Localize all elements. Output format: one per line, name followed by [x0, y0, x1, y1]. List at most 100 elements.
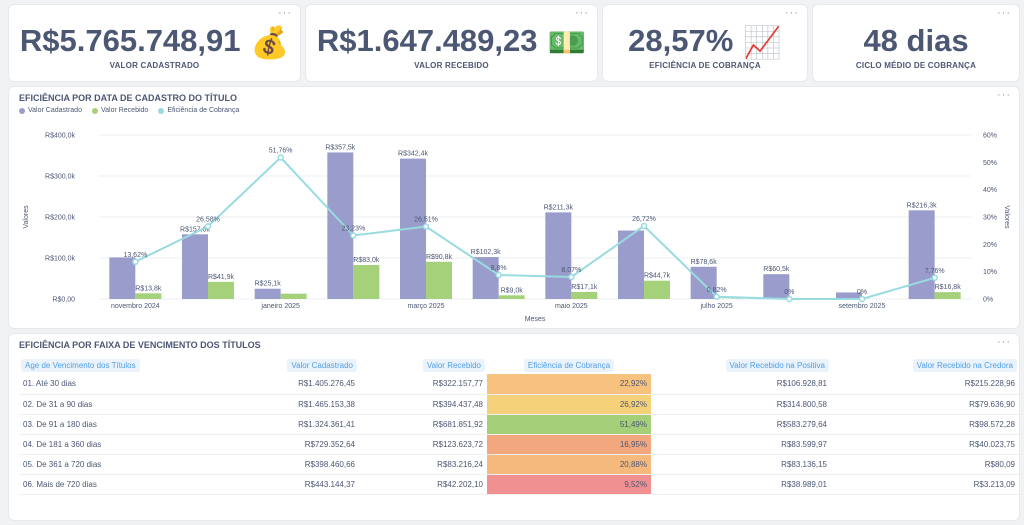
table-cell: R$40.023,75 — [831, 434, 1019, 455]
table-cell: R$314.800,58 — [651, 394, 831, 415]
table-cell: 04. De 181 a 360 dias — [19, 434, 199, 455]
line-data-label: 8,8% — [491, 265, 507, 272]
table-row[interactable]: 06. Mais de 720 dias R$443.144,37 R$42.202… — [19, 474, 1019, 495]
y-tick-label: R$100,0k — [45, 256, 75, 263]
bar-valor-cadastrado — [545, 212, 572, 299]
efficiency-cell: 26,92% — [487, 394, 651, 415]
efficiency-point — [786, 295, 793, 303]
bar-valor-recebido — [135, 293, 162, 299]
bar-valor-cadastrado — [254, 288, 281, 299]
y2-tick-label: 20% — [983, 242, 997, 249]
table-header-row: Age de Vencimento dos Títulos Valor Cada… — [19, 356, 1019, 374]
table-row[interactable]: 05. De 361 a 720 dias R$398.460,66 R$83.21… — [19, 454, 1019, 475]
bar-data-label: R$90,8k — [426, 254, 453, 261]
chart-title: EFICIÊNCIA POR DATA DE CADASTRO DO TÍTUL… — [19, 93, 237, 103]
efficiency-cell: 16,95% — [487, 434, 651, 455]
table-cell: R$38.989,01 — [651, 474, 831, 495]
kpi-card-valor-cadastrado[interactable]: ··· R$5.765.748,91 💰 VALOR CADASTRADO — [8, 4, 301, 82]
column-header[interactable]: Age de Vencimento dos Títulos — [19, 356, 199, 374]
kpi-card-ciclo-medio[interactable]: ··· 48 dias CICLO MÉDIO DE COBRANÇA — [812, 4, 1020, 82]
kpi-card-eficiencia[interactable]: ··· 28,57% 📈 EFICIÊNCIA DE COBRANÇA — [602, 4, 808, 82]
y2-tick-label: 0% — [983, 297, 993, 304]
line-data-label: 23,23% — [341, 226, 365, 233]
table-cell: R$1.465.153,38 — [199, 394, 359, 415]
card-menu-icon[interactable]: ··· — [997, 89, 1011, 101]
chart-card: EFICIÊNCIA POR DATA DE CADASTRO DO TÍTUL… — [8, 86, 1020, 329]
column-header[interactable]: Valor Recebido na Credora — [831, 356, 1019, 374]
efficiency-point — [568, 273, 575, 281]
y-tick-label: R$300,0k — [45, 174, 75, 181]
efficiency-point — [713, 293, 720, 301]
column-header[interactable]: Valor Recebido — [359, 356, 487, 374]
chart-increasing-icon: 📈 — [743, 25, 782, 61]
card-menu-icon[interactable]: ··· — [785, 7, 799, 19]
table-cell: R$443.144,37 — [199, 474, 359, 495]
line-data-label: 26,58% — [196, 216, 220, 223]
table-row[interactable]: 01. Até 30 dias R$1.405.276,45 R$322.157,7… — [19, 374, 1019, 395]
column-header[interactable]: Valor Recebido na Positiva — [651, 356, 831, 374]
table-row[interactable]: 02. De 31 a 90 dias R$1.465.153,38 R$394.4… — [19, 394, 1019, 415]
column-header[interactable]: Valor Cadastrado — [199, 356, 359, 374]
bar-data-label: R$83,0k — [353, 257, 380, 264]
table-cell: R$83.136,15 — [651, 454, 831, 475]
efficiency-cell: 51,49% — [487, 414, 651, 435]
legend-item-eficiencia[interactable]: Eficiência de Cobrança — [158, 107, 239, 114]
x-tick-label: julho 2025 — [700, 303, 733, 310]
y-tick-label: R$400,0k — [45, 133, 75, 140]
y2-axis-title: Valores — [1003, 205, 1010, 229]
bar-valor-recebido — [426, 261, 452, 299]
efficiency-point — [858, 295, 866, 303]
legend-item-valor-recebido[interactable]: Valor Recebido — [91, 107, 148, 114]
y-tick-label: R$0,00 — [52, 297, 75, 304]
banknote-icon: 💵 — [547, 25, 587, 61]
line-data-label: 0% — [784, 289, 794, 296]
chart-legend: Valor Cadastrado Valor Recebido Eficiênc… — [19, 107, 239, 114]
table-cell: R$583.279,64 — [651, 414, 831, 435]
card-menu-icon[interactable]: ··· — [575, 7, 589, 19]
x-tick-label: janeiro 2025 — [260, 303, 300, 310]
y2-tick-label: 10% — [983, 269, 997, 276]
table-cell: R$729.352,64 — [199, 434, 359, 455]
table-row[interactable]: 04. De 181 a 360 dias R$729.352,64 R$123.6… — [19, 434, 1019, 455]
table-cell: R$398.460,66 — [199, 454, 359, 475]
y2-tick-label: 40% — [983, 187, 997, 194]
card-menu-icon[interactable]: ··· — [278, 7, 292, 19]
efficiency-point — [422, 223, 430, 230]
bar-valor-recebido — [208, 281, 234, 299]
table-row[interactable]: 03. De 91 a 180 dias R$1.324.361,41 R$681.… — [19, 414, 1019, 435]
bar-data-label: R$60,5k — [763, 266, 790, 273]
kpi-value: R$1.647.489,23 💵 — [316, 23, 587, 61]
x-tick-label: novembro 2024 — [111, 303, 160, 310]
card-menu-icon[interactable]: ··· — [997, 336, 1011, 348]
bar-valor-cadastrado — [327, 152, 354, 299]
table-cell: R$80,09 — [831, 454, 1019, 475]
bar-valor-recebido — [498, 295, 525, 299]
legend-item-valor-cadastrado[interactable]: Valor Cadastrado — [19, 107, 82, 114]
bar-data-label: R$13,8k — [135, 285, 162, 292]
x-tick-label: setembro 2025 — [839, 303, 886, 310]
bar-data-label: R$16,8k — [935, 284, 962, 291]
bar-valor-cadastrado — [182, 234, 208, 299]
table-cell: R$83.599,97 — [651, 434, 831, 455]
bar-valor-recebido — [934, 292, 961, 299]
bar-valor-cadastrado — [472, 257, 499, 299]
efficiency-point — [132, 258, 139, 266]
bar-data-label: R$342,4k — [398, 151, 428, 158]
bar-data-label: R$157,8k — [180, 226, 210, 233]
kpi-value: 28,57% 📈 — [628, 23, 782, 61]
table-cell: R$322.157,77 — [359, 374, 487, 395]
line-data-label: 13,62% — [123, 252, 147, 259]
bar-data-label: R$41,9k — [208, 274, 235, 281]
table-cell: R$98.572,28 — [831, 414, 1019, 435]
line-data-label: 0,82% — [707, 287, 727, 294]
table-cell: R$215.228,96 — [831, 374, 1019, 395]
card-menu-icon[interactable]: ··· — [997, 7, 1011, 19]
bar-data-label: R$17,1k — [571, 284, 598, 291]
y2-tick-label: 50% — [983, 160, 997, 167]
table-cell: 03. De 91 a 180 dias — [19, 414, 199, 435]
table-cell: R$83.216,24 — [359, 454, 487, 475]
column-header[interactable]: Eficiência de Cobrança — [487, 356, 651, 374]
kpi-card-valor-recebido[interactable]: ··· R$1.647.489,23 💵 VALOR RECEBIDO — [305, 4, 598, 82]
bar-valor-cadastrado — [836, 292, 862, 299]
bar-line-chart: R$0,00 R$100,0k R$200,0k R$300,0k R$400,0k 0%… — [23, 133, 1010, 324]
